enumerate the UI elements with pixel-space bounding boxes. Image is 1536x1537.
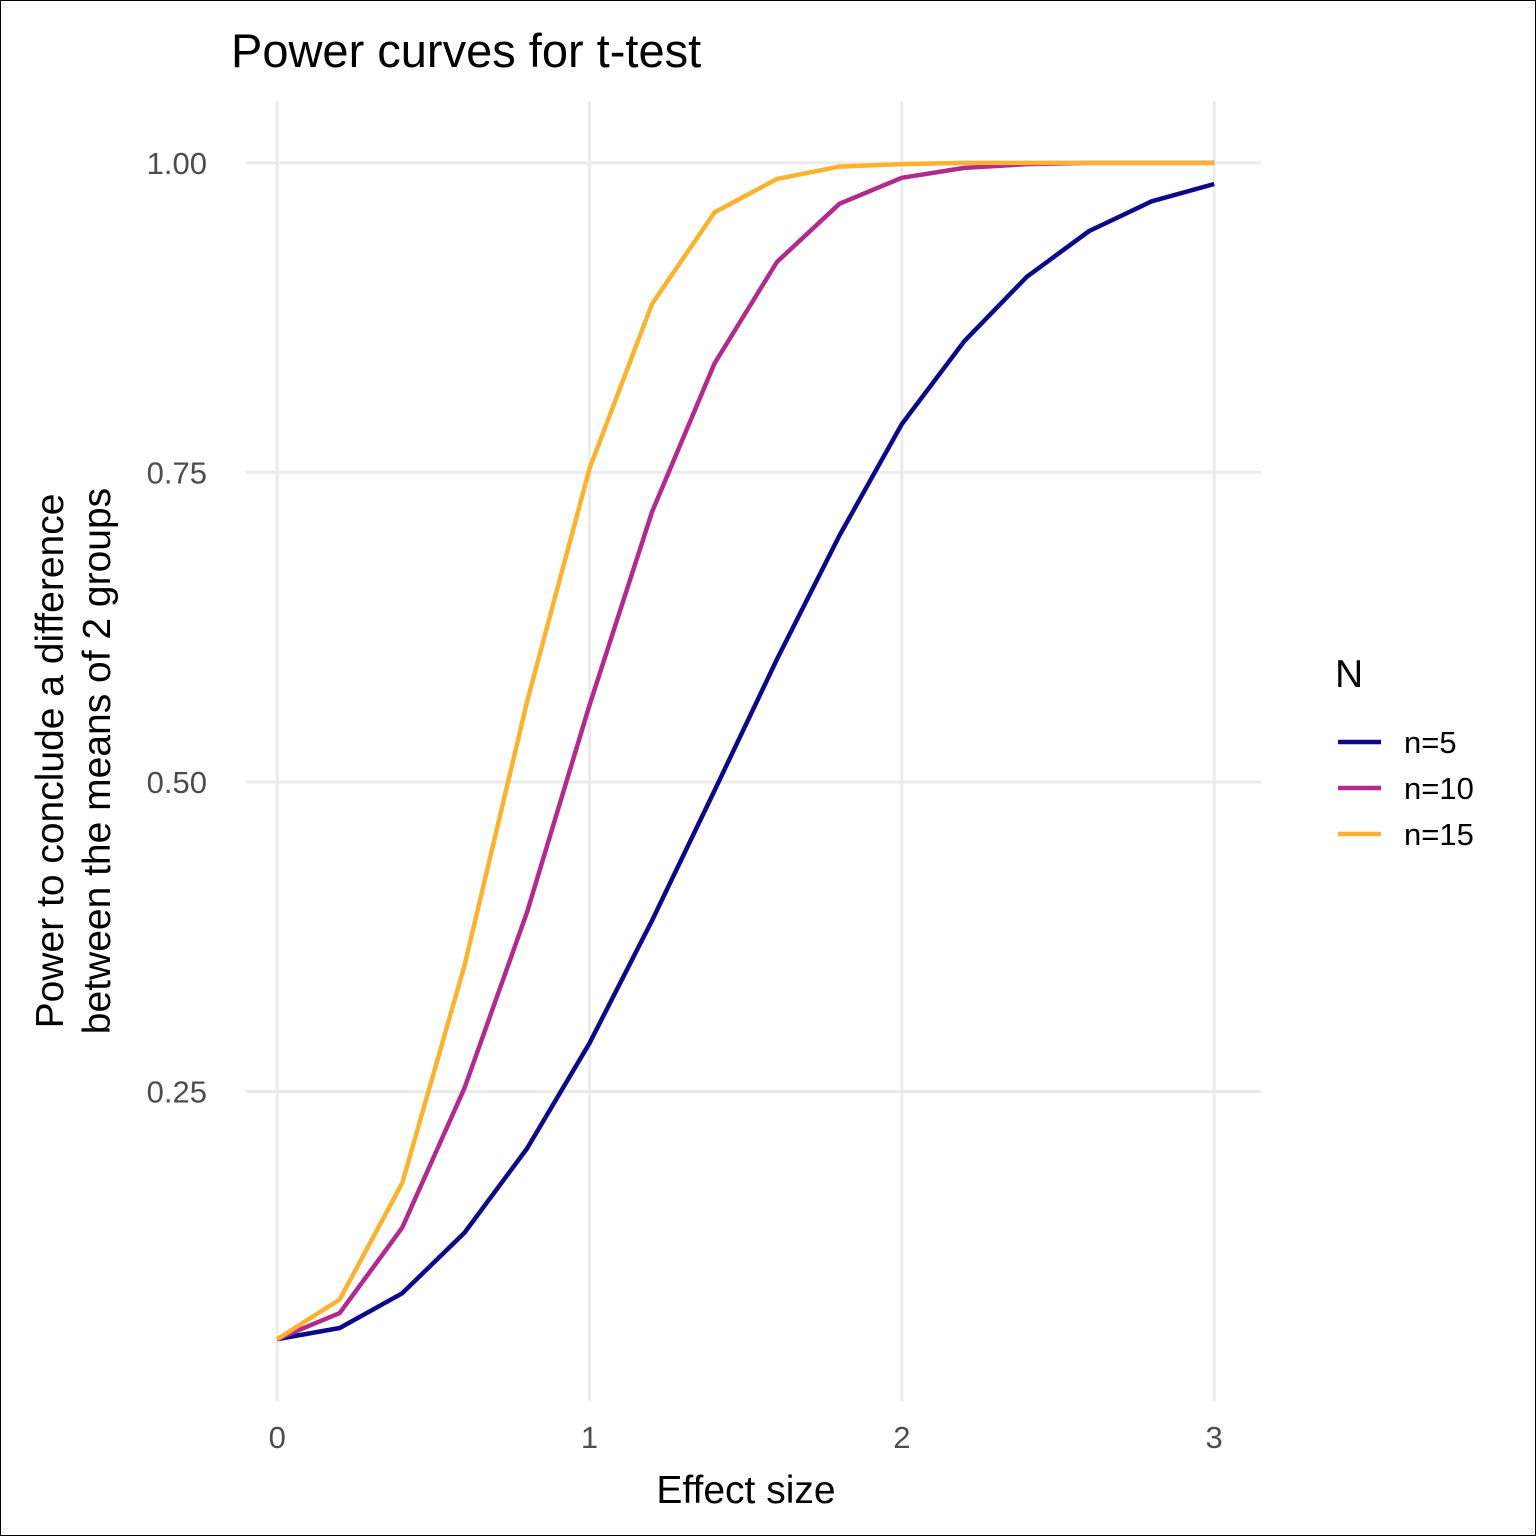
series-line-n5 bbox=[276, 181, 1215, 1342]
x-tick-label: 0 bbox=[269, 1420, 286, 1455]
x-tick-labels: 0 1 2 3 bbox=[269, 1420, 1223, 1455]
series-line-n15 bbox=[275, 160, 1215, 1342]
y-axis-title-line-2: between the means of 2 groups bbox=[76, 488, 119, 1034]
x-tick-label: 1 bbox=[581, 1420, 598, 1455]
series-lines bbox=[275, 160, 1215, 1342]
x-tick-label: 3 bbox=[1206, 1420, 1223, 1455]
x-tick-label: 2 bbox=[893, 1420, 910, 1455]
legend-label: n=5 bbox=[1404, 725, 1457, 760]
y-axis-title: Power to conclude a difference between t… bbox=[29, 488, 119, 1034]
y-tick-label: 0.75 bbox=[147, 455, 207, 490]
y-tick-label: 0.50 bbox=[147, 765, 207, 800]
legend-title: N bbox=[1335, 653, 1363, 696]
x-axis-title: Effect size bbox=[656, 1469, 835, 1512]
grid bbox=[246, 101, 1261, 1401]
chart-title: Power curves for t-test bbox=[231, 24, 701, 77]
series-line-n10 bbox=[276, 160, 1215, 1342]
legend: N n=5 n=10 n=15 bbox=[1335, 653, 1474, 852]
legend-label: n=15 bbox=[1404, 817, 1474, 852]
y-tick-label: 0.25 bbox=[147, 1074, 207, 1109]
y-tick-label: 1.00 bbox=[147, 146, 207, 181]
y-tick-labels: 0.25 0.50 0.75 1.00 bbox=[147, 146, 207, 1110]
y-axis-title-line-1: Power to conclude a difference bbox=[29, 494, 72, 1029]
legend-label: n=10 bbox=[1404, 771, 1474, 806]
